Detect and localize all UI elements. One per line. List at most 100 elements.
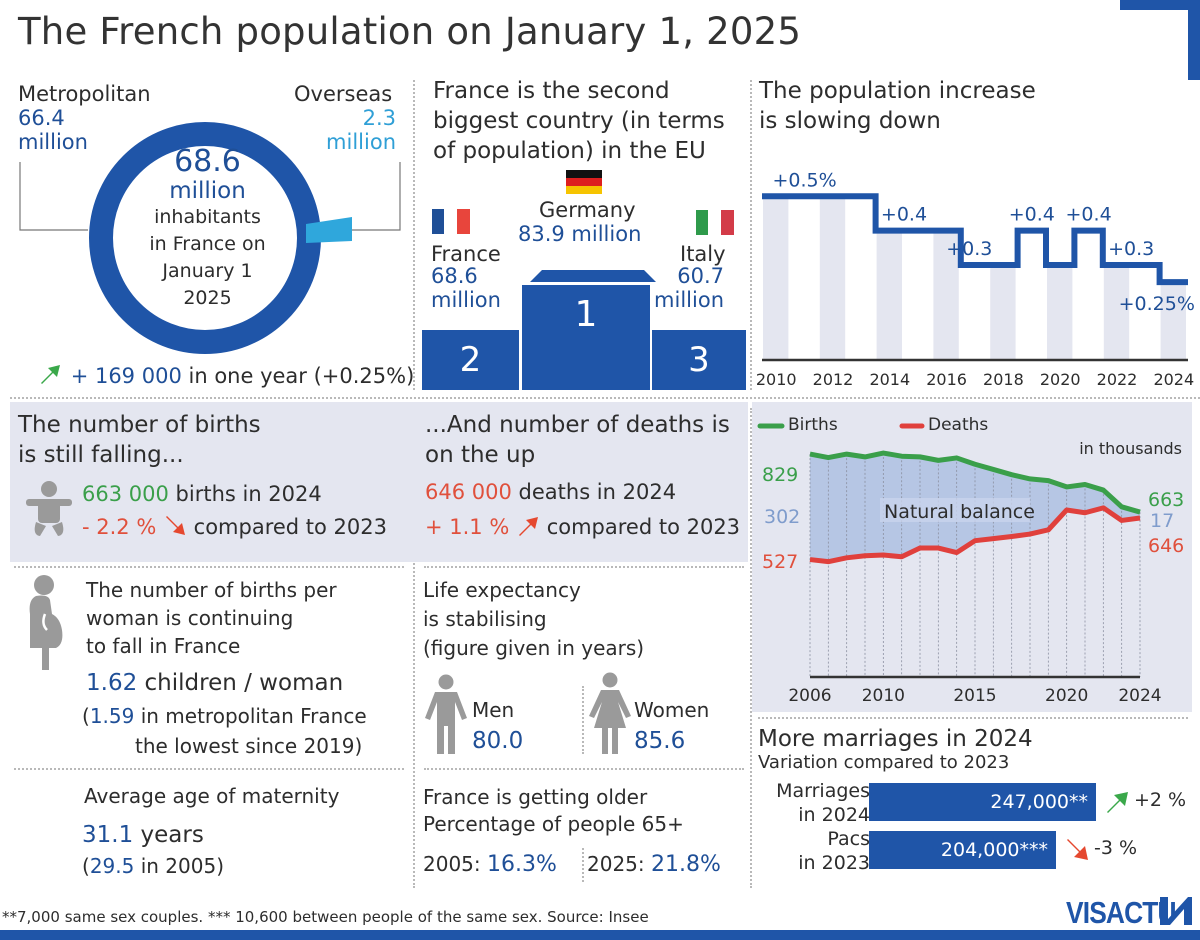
births-value-line: 663 000 births in 2024 [82,482,322,506]
deaths-end-label: 646 [1148,535,1184,557]
growth-tick-label: 2012 [813,370,854,389]
divider [424,566,744,568]
podium-step-2 [422,330,519,390]
arrow-up-right-icon [519,517,538,536]
growth-annotation: +0.4 [881,204,927,226]
marriage-bar: 247,000** [869,783,1096,821]
france-value: 68.6 million [431,264,501,312]
births-value: 663 000 [82,482,169,506]
overseas-label: Overseas [294,82,393,106]
growth-tick-label: 2010 [756,370,797,389]
maternity-note: (29.5 in 2005) [82,854,224,878]
births-deaths-chart: Natural balance Births Deaths in thousands 8… [752,402,1192,712]
fertility-heading: The number of births per woman is contin… [86,576,337,660]
growth-bar-bg [819,196,846,360]
deaths-change-text: compared to 2023 [546,515,741,539]
italy-value-unit: million [654,288,724,312]
total-caption-2: in France on [149,233,266,255]
aging-heading-line: France is getting older [423,785,648,809]
metropolitan-leader-line [19,162,88,231]
men-label: Men [472,698,515,722]
deaths-value-text: deaths in 2024 [518,480,677,504]
men-value: 80.0 [472,728,524,754]
growth-tick-label: 2016 [926,370,967,389]
deaths-value: 646 000 [425,480,512,504]
yearly-increase: + 169 000 in one year (+0.25%) [38,362,414,390]
births-start-label: 829 [762,464,798,486]
maternity-value: 31.1 [82,822,134,848]
marriage-bar: 204,000*** [869,831,1056,869]
germany-value: 83.9 million [518,222,642,246]
maternity-heading: Average age of maternity [84,784,340,808]
life-expectancy-heading: Life expectancy is stabilising (figure g… [423,576,644,663]
deaths-line [809,505,1141,565]
deaths-change-line: + 1.1 % compared to 2023 [425,514,740,539]
growth-step-chart: 2010 2012 2014 2016 2018 2020 2022 2024 +0.5% +0.… [756,169,1195,389]
bottom-bar [0,930,1200,940]
area-label: Natural balance [884,501,1035,523]
corner-decoration-vertical [1188,0,1200,80]
women-label: Women [634,698,710,722]
increase-value: + 169 000 [70,364,182,388]
page-title: The French population on January 1, 2025 [18,10,802,53]
podium-step-3 [652,330,746,390]
aging-value-2005: 16.3% [487,852,557,877]
divider [750,80,752,390]
births-line [809,450,1141,515]
overseas-number: 2.3 [362,106,396,130]
maternity-note-text: in 2005) [134,854,224,878]
area-label-bg [880,498,1030,522]
aging-year-2025: 2025: [587,852,645,876]
podium-step-1 [522,285,650,390]
growth-annotation: +0.3 [1108,238,1154,260]
births-deaths-band [10,402,748,562]
deaths-heading: ...And number of deaths is on the up [425,410,730,470]
fertility-note-value: 1.59 [89,704,135,728]
france-name: France [431,242,501,266]
chart-subtitle: in thousands [1079,439,1182,458]
visactu-logo: VISACTU [1066,895,1177,930]
growth-bar-bg [990,264,1016,360]
growth-annotation: +0.4 [1009,204,1055,226]
divider [10,397,1200,399]
italy-flag-icon [696,210,734,235]
fertility-note-line2: the lowest since 2019) [135,734,363,758]
births-change-line: - 2.2 % compared to 2023 [82,514,387,539]
births-end-label: 663 [1148,489,1184,511]
aging-2025: 2025: 21.8% [587,852,721,877]
italy-value: 60.7 million [648,264,724,312]
podium-rank-1: 1 [574,294,598,335]
divider [424,768,744,770]
maternity-note-value: 29.5 [89,854,135,878]
marriages-heading: More marriages in 2024 [758,726,1033,752]
man-icon [425,674,467,754]
births-value-text: births in 2024 [175,482,322,506]
divider [582,686,584,754]
total-unit: million [169,178,246,204]
growth-annotation: +0.4 [1066,204,1112,226]
visactu-logo-icon [1160,897,1192,925]
divider [413,408,415,888]
metropolitan-value: 66.4 million [18,106,88,154]
women-value: 85.6 [634,728,686,754]
italy-name: Italy [680,242,726,266]
corner-decoration [1120,0,1200,10]
total-caption-1: inhabitants [154,206,261,228]
marriage-row-label: Pacs in 2023 [752,827,870,875]
growth-bar-bg [933,230,959,360]
france-value-number: 68.6 [431,264,478,288]
fertility-note-text: in metropolitan France [134,704,367,728]
podium-rank-3: 3 [688,340,710,380]
podium-rank-2: 2 [459,340,482,380]
growth-heading: The population increase is slowing down [759,76,1036,136]
legend-births-label: Births [788,415,838,435]
growth-tick-label: 2018 [983,370,1024,389]
eu-heading-line: France is the second [433,78,670,104]
metropolitan-label: Metropolitan [18,82,151,106]
marriage-row-label: Marriages in 2024 [752,779,870,827]
growth-tick-label: 2022 [1097,370,1138,389]
total-caption-4: 2025 [183,287,232,309]
bd-tick-label: 2024 [1118,686,1161,706]
podium [422,270,746,390]
growth-bar-bg [1160,282,1186,360]
